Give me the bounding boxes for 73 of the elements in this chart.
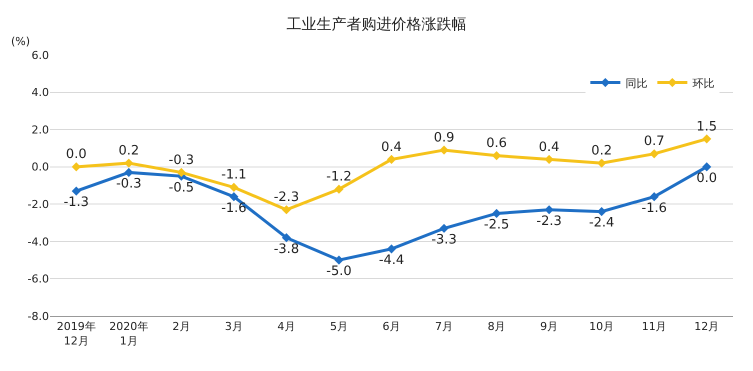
data-label: -5.0 [326, 264, 352, 280]
point [229, 182, 238, 192]
point [597, 158, 606, 168]
data-label: -1.3 [64, 195, 89, 210]
point [702, 134, 712, 144]
point [72, 162, 81, 172]
x-tick-label: 3月 [224, 320, 243, 334]
data-label: -0.3 [116, 176, 142, 192]
x-tick-label: 9月 [540, 320, 558, 334]
x-tick-label: 6月 [382, 320, 400, 334]
legend-label: 同比 [625, 76, 648, 90]
x-tick-label: 2019年 12月 [56, 320, 96, 348]
x-tick-label: 4月 [277, 320, 296, 334]
y-tick-label: 2.0 [32, 123, 49, 136]
point [439, 224, 449, 233]
x-tick-label: 5月 [330, 320, 348, 334]
data-label: 0.0 [66, 147, 87, 162]
point [386, 244, 396, 254]
data-label: -3.8 [274, 242, 300, 257]
legend-label: 环比 [692, 76, 714, 90]
chart-title: 工业生产者购进价格涨跌幅 [286, 15, 466, 34]
y-tick-label: 4.0 [32, 86, 49, 100]
point [176, 168, 186, 177]
point [650, 192, 659, 202]
y-tick-label: 6.0 [32, 48, 49, 62]
point [282, 233, 291, 242]
x-tick-label: 11月 [642, 320, 667, 334]
point [334, 184, 344, 194]
data-label: 0.9 [434, 130, 454, 146]
x-tick-label: 10月 [589, 320, 614, 334]
x-tick-label: 12月 [694, 320, 720, 334]
data-label: 0.6 [486, 136, 507, 152]
point [386, 154, 396, 164]
y-tick-label: -2.0 [28, 198, 49, 211]
data-label: -2.3 [536, 214, 562, 229]
x-tick-label: 8月 [488, 320, 506, 334]
point [229, 192, 238, 202]
point [702, 162, 712, 172]
data-label: -1.1 [221, 168, 247, 183]
point [439, 146, 449, 155]
data-label: -0.5 [168, 180, 194, 196]
point [650, 149, 659, 158]
data-label: -2.3 [274, 190, 300, 206]
data-label: -0.3 [168, 152, 194, 168]
data-label: 0.2 [118, 144, 140, 159]
data-label: -4.4 [378, 253, 404, 268]
x-tick-label: 2020年 1月 [109, 320, 148, 348]
data-label: -1.2 [326, 170, 352, 185]
data-label: 0.2 [591, 144, 612, 159]
point [544, 154, 554, 164]
y-axis-title: (%) [11, 35, 30, 48]
y-tick-label: -4.0 [28, 235, 49, 248]
point [282, 205, 291, 214]
y-tick-label: -8.0 [28, 310, 49, 323]
data-label: -1.6 [642, 200, 667, 216]
point [124, 168, 134, 177]
point [492, 208, 502, 218]
data-label: 0.0 [696, 170, 718, 186]
data-label: -1.6 [221, 200, 247, 216]
point [334, 256, 344, 265]
x-tick-label: 2月 [172, 320, 190, 334]
data-label: 0.4 [538, 140, 560, 155]
x-tick-label: 7月 [435, 320, 454, 334]
data-label: -2.4 [588, 216, 614, 231]
data-label: 0.7 [644, 134, 665, 150]
data-label: 1.5 [696, 119, 718, 134]
y-tick-label: -6.0 [28, 272, 49, 286]
data-label: -3.3 [431, 232, 457, 248]
y-tick-label: 0.0 [32, 160, 49, 174]
point [124, 158, 134, 168]
data-label: -2.5 [484, 218, 510, 233]
point [72, 186, 81, 196]
data-label: 0.4 [381, 140, 402, 155]
